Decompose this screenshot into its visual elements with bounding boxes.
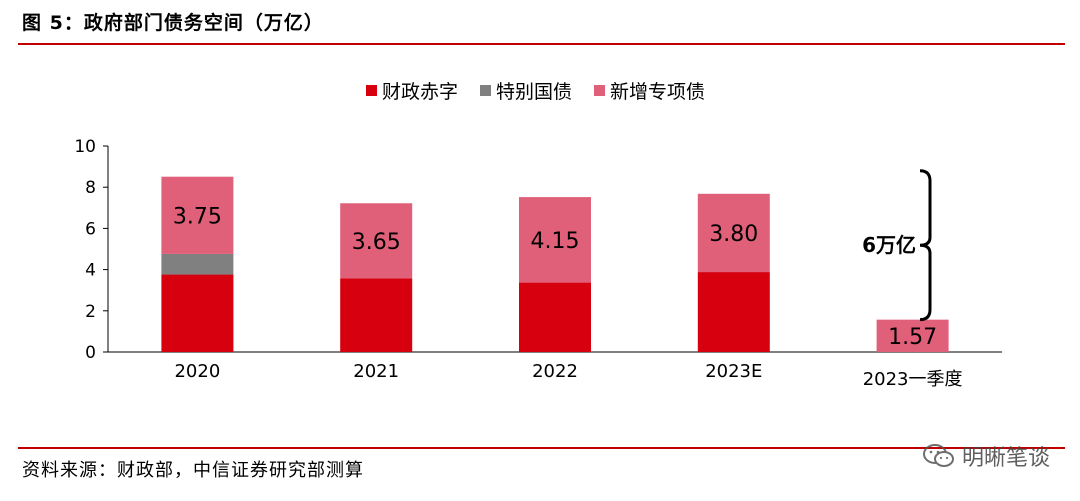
y-tick-label: 10 [74,137,96,157]
bar-新增专项债-2023E [697,193,770,273]
data-label: 3.75 [173,204,222,229]
bar-新增专项债-2020 [161,176,234,254]
y-tick-label: 4 [85,261,96,281]
legend-swatch [480,85,491,96]
title-rule [18,43,1065,45]
watermark: 明晰笔谈 [922,440,1050,472]
x-category-label: 2020 [174,361,220,382]
data-label: 4.15 [531,229,580,254]
data-label: 1.57 [888,325,937,350]
x-category-label: 2023E [705,361,762,382]
y-tick-label: 8 [85,178,96,198]
y-tick-label: 0 [85,343,96,363]
watermark-text: 明晰笔谈 [961,446,1050,471]
wechat-icon [922,444,954,467]
legend-label: 财政赤字 [382,81,458,103]
brace-annotation [919,169,932,322]
bar-财政赤字-2020 [161,274,234,352]
data-label: 3.65 [352,230,401,255]
stacked-bar-chart: 0 2 4 6 8 10 3.75 2020 3.65 2021 4.15 2022 3.80 2023E… [74,81,1002,390]
figure-title: 图 5：政府部门债务空间（万亿） [22,12,324,34]
legend-swatch [366,85,377,96]
brace-label: 6万亿 [862,233,916,257]
bar-特别国债-2020 [161,253,234,275]
source-note: 资料来源：财政部，中信证券研究部测算 [22,460,364,481]
bar-财政赤字-2021 [340,278,413,352]
x-category-label: 2021 [353,361,399,382]
x-category-label: 2023一季度 [863,369,963,390]
footer-rule [18,447,1065,449]
legend-label: 特别国债 [496,81,572,103]
data-label: 3.80 [709,222,758,247]
x-category-label: 2022 [532,361,578,382]
legend-label: 新增专项债 [610,81,705,103]
bar-新增专项债-2021 [340,203,413,279]
y-tick-label: 2 [85,302,96,322]
bar-财政赤字-2023E [697,272,770,352]
bar-新增专项债-2023一季度 [876,319,949,352]
y-tick-label: 6 [85,219,96,239]
bar-新增专项债-2022 [519,197,591,283]
bar-财政赤字-2022 [519,282,591,352]
legend-swatch [594,85,605,96]
